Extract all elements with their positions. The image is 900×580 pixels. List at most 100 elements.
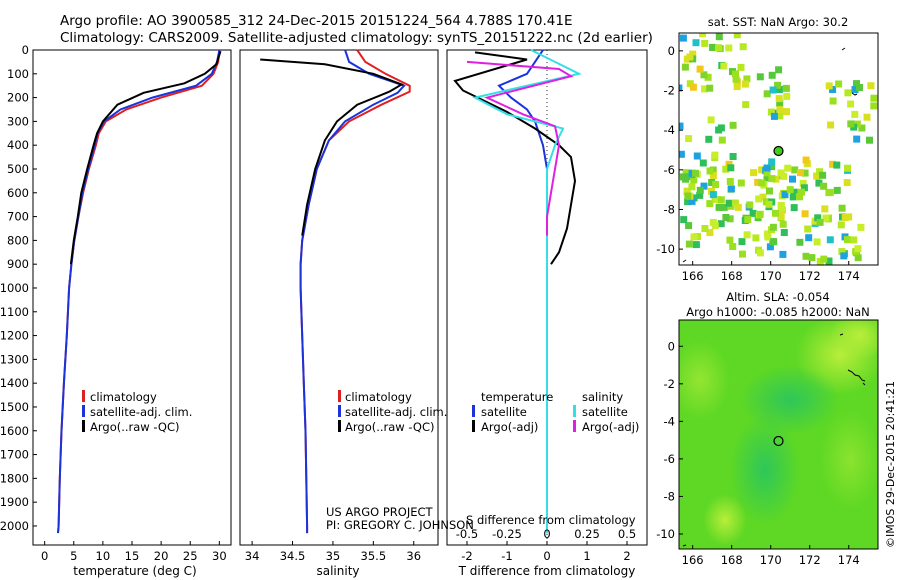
sst-cell <box>799 179 807 187</box>
sst-cell <box>821 205 829 213</box>
sst-cell <box>780 229 788 236</box>
sst-cell <box>838 204 846 212</box>
sst-cell <box>858 124 866 132</box>
sst-cell <box>712 181 720 188</box>
map-y-tick-label: 0 <box>668 44 675 58</box>
sst-cell <box>826 236 834 244</box>
sla-field <box>679 320 878 549</box>
sst-cell <box>709 43 717 51</box>
sst-cell <box>768 71 776 79</box>
sst-cell <box>856 84 863 91</box>
sst-cell <box>829 86 837 93</box>
sst-cell <box>847 100 855 108</box>
sla-coastline <box>682 333 866 547</box>
sst-cell <box>720 203 728 211</box>
sst-cell <box>729 121 737 129</box>
s-diff-tick-label: 0.25 <box>574 527 600 541</box>
x-tick-label: 2 <box>623 549 630 563</box>
sst-cell <box>801 169 809 177</box>
sst-cell <box>727 185 735 193</box>
sst-cell <box>833 186 841 194</box>
legend-swatch-s-argo <box>573 420 576 432</box>
sst-cell <box>815 179 823 187</box>
x-tick-label: -1 <box>501 549 512 563</box>
sst-cell <box>749 209 757 217</box>
depth-tick-label: 1600 <box>0 424 29 438</box>
salinity-x-ticks: 34 34.5 35 35.5 36 <box>245 541 421 563</box>
sst-cell <box>739 250 746 258</box>
sst-cell <box>780 172 788 180</box>
sst-cell <box>775 86 783 93</box>
difference-series <box>453 49 582 534</box>
sst-cell <box>763 90 771 98</box>
depth-tick-label: 200 <box>7 91 29 105</box>
temperature-diff-x-ticks: -2 -1 0 1 2 <box>461 541 631 563</box>
sst-cell <box>781 191 789 199</box>
x-tick-label: 0 <box>543 549 550 563</box>
difference-panel: S difference from climatology -0.5 -0.25 0… <box>446 49 648 578</box>
sst-cell <box>765 200 773 208</box>
sst-cell <box>688 197 696 205</box>
sst-cell <box>688 183 696 191</box>
series-salinity-argo-adj- <box>466 60 574 236</box>
sst-cell <box>733 33 741 39</box>
sst-cell <box>844 164 851 172</box>
legend-swatch-s-satellite <box>573 405 576 417</box>
sst-cell <box>775 95 783 103</box>
sst-cell <box>805 234 813 242</box>
sla-map-frame <box>678 319 879 550</box>
x-tick-label: 20 <box>154 549 169 563</box>
series-climatology <box>299 49 411 534</box>
map-x-tick-label: 168 <box>721 553 743 567</box>
sst-cell <box>777 203 785 211</box>
depth-tick-label: 100 <box>7 67 29 81</box>
sst-cell <box>837 221 845 229</box>
salinity-xlabel: salinity <box>316 564 359 578</box>
sst-cell <box>851 110 859 118</box>
depth-tick-labels: 0 100 200 300 400 500 600 700 800 900 1000 1100 1200… <box>0 43 37 533</box>
sst-cell <box>731 199 739 207</box>
sst-cell <box>829 160 837 168</box>
sst-coastline <box>682 47 858 263</box>
legend-satellite-adj: satellite-adj. clim. <box>90 405 192 419</box>
sla-map-subtitle: Argo h1000: -0.085 h2000: NaN <box>686 305 870 319</box>
sst-cell <box>814 214 822 222</box>
map-y-tick-label: -6 <box>664 452 675 466</box>
sst-cell <box>853 80 860 88</box>
sst-cell <box>867 82 875 90</box>
legend-satellite-adj: satellite-adj. clim. <box>345 405 447 419</box>
salinity-axes-frame <box>239 49 439 546</box>
salinity-panel: 34 34.5 35 35.5 36 salinity climatology sate… <box>239 49 474 578</box>
sst-cell <box>763 174 771 182</box>
sst-cell <box>770 112 778 120</box>
sst-cell <box>870 102 878 110</box>
sst-cell <box>789 193 797 201</box>
depth-tick-label: 500 <box>7 162 29 176</box>
s-diff-tick-label: 0.5 <box>618 527 636 541</box>
sst-cell <box>838 248 846 256</box>
sst-cell <box>706 167 714 175</box>
legend-s-argo: Argo(-adj) <box>582 420 639 434</box>
sst-cell <box>827 121 835 129</box>
legend-climatology: climatology <box>345 390 412 404</box>
sst-cell <box>743 231 751 239</box>
sst-cell <box>685 222 693 230</box>
imos-timestamp: ©IMOS 29-Dec-2015 20:41:21 <box>884 381 897 548</box>
series-argo-raw-qc- <box>260 58 404 236</box>
sst-cell <box>820 255 828 263</box>
temperature-panel: 0100200300400500600700800900100011001200… <box>0 43 232 578</box>
sst-cell <box>734 203 742 211</box>
depth-tick-label: 1200 <box>0 329 29 343</box>
sst-cell <box>700 71 708 79</box>
sst-cell <box>746 201 754 209</box>
sst-cell <box>857 223 865 231</box>
sst-cell <box>684 192 692 200</box>
sst-cell <box>729 153 737 160</box>
sst-map-panel: sat. SST: NaN Argo: 30.2 166 168 170 172 174… <box>656 15 879 283</box>
sst-cell <box>732 75 740 83</box>
sst-cell <box>777 213 785 221</box>
sst-cell <box>722 214 730 221</box>
sst-cell <box>844 89 852 97</box>
sst-cell <box>718 136 726 144</box>
